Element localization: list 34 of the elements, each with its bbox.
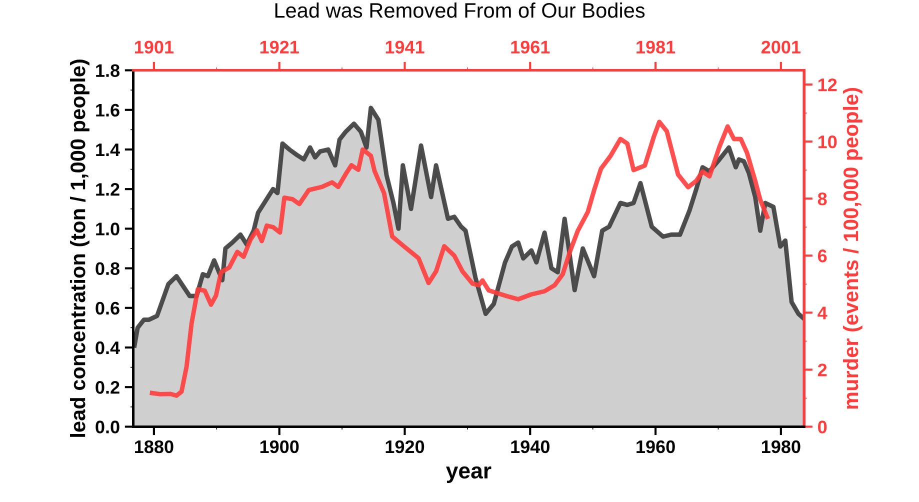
- x-tick-label: 1980: [762, 440, 800, 454]
- x-tick-label: 1940: [511, 440, 550, 454]
- x-tick-label: 1880: [135, 440, 174, 454]
- y-tick-label: 1.2: [96, 183, 120, 196]
- y2-tick-label: 2: [818, 364, 827, 376]
- x-tick-label: 1900: [260, 440, 299, 454]
- x-axis-title: year: [446, 466, 492, 483]
- y-tick-label: 1.0: [96, 222, 120, 236]
- x2-tick-label: 1901: [135, 40, 174, 54]
- x-tick-label: 1960: [636, 440, 675, 454]
- y-tick-label: 1.8: [96, 64, 120, 77]
- x2-tick-label: 1941: [386, 40, 424, 54]
- y2-tick-label: 0: [818, 420, 827, 434]
- x2-tick-label: 2001: [761, 40, 801, 54]
- x2-tick-label: 1921: [260, 40, 299, 54]
- y-tick-label: 0.8: [96, 262, 120, 276]
- y2-axis-title: murder (events / 100,000 people): [842, 88, 862, 409]
- y-axis-title: lead concentration (ton / 1,000 people): [70, 60, 90, 437]
- y-tick-label: 0.4: [96, 341, 120, 354]
- y-tick-label: 0.6: [96, 302, 120, 315]
- y2-tick-label: 8: [818, 192, 827, 206]
- x2-tick-label: 1961: [511, 40, 550, 54]
- y-tick-label: 1.4: [96, 144, 120, 156]
- x-tick-label: 1920: [386, 440, 424, 454]
- y-tick-label: 0.0: [96, 420, 120, 434]
- y-tick-label: 0.2: [96, 381, 120, 394]
- x2-tick-label: 1981: [636, 40, 676, 54]
- chart-title: Lead was Removed From of Our Bodies: [275, 2, 645, 18]
- line-series: [150, 120, 770, 398]
- y-tick-label: 1.6: [96, 104, 120, 117]
- y2-tick-label: 10: [818, 136, 837, 148]
- y2-tick-label: 4: [818, 306, 828, 320]
- y2-tick-label: 6: [818, 250, 827, 262]
- y2-tick-label: 12: [818, 78, 837, 92]
